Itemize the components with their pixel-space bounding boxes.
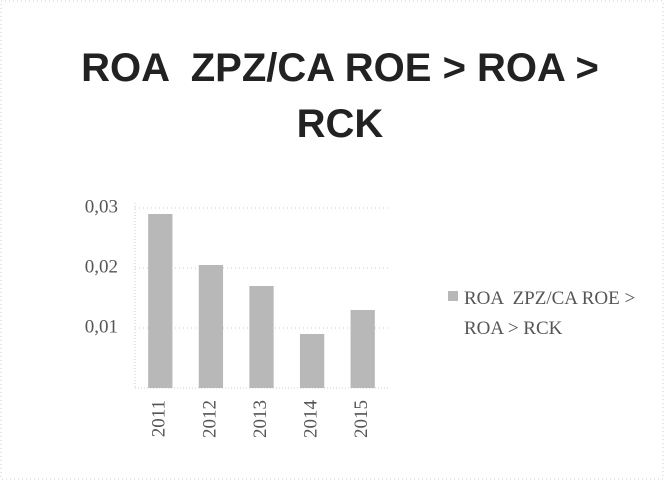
x-tick-label: 2011 xyxy=(149,400,170,437)
legend-swatch xyxy=(448,291,458,301)
legend: ROA ZPZ/CA ROE > ROA > RCK xyxy=(448,284,644,344)
legend-label: ROA ZPZ/CA ROE > ROA > RCK xyxy=(464,288,640,339)
x-tick-label: 2015 xyxy=(351,400,372,438)
x-tick-label: 2013 xyxy=(250,400,271,438)
y-tick-label: 0,01 xyxy=(85,316,118,337)
x-tick-label: 2014 xyxy=(300,400,321,439)
y-tick-label: 0,03 xyxy=(85,196,118,217)
bar xyxy=(249,286,274,388)
bar xyxy=(198,265,224,388)
x-tick-label: 2012 xyxy=(199,400,220,438)
bar xyxy=(350,310,375,388)
y-tick-label: 0,02 xyxy=(85,256,118,277)
bar xyxy=(148,214,173,388)
chart-title: ROA ZPZ/CA ROE > ROA > RCK xyxy=(81,46,611,146)
bar xyxy=(299,334,325,388)
